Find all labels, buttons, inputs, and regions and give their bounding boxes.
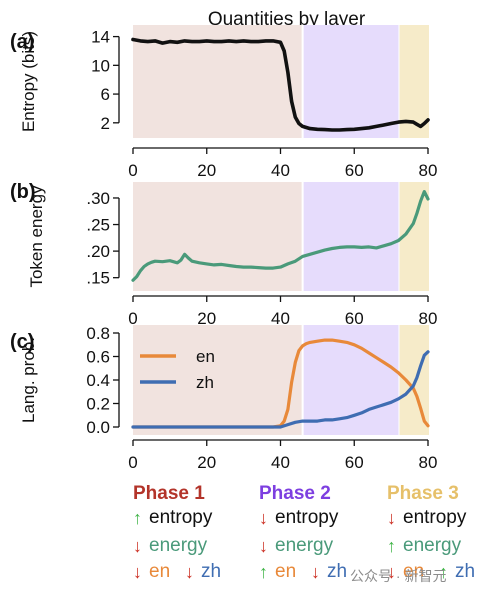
down-arrow-icon: ↓ [185,562,194,582]
x-tick-label: 0 [128,453,137,472]
y-axis-title: Token energy [27,185,46,288]
down-arrow-icon: ↓ [387,562,396,582]
series-line [131,37,430,132]
y-tick-label: 6 [101,85,110,104]
legend-label-zh: zh [196,373,214,392]
up-arrow-icon: ↑ [439,562,448,582]
series-line-zh [131,350,430,429]
x-tick-label: 80 [419,161,438,180]
phase-effect-label: en [149,561,171,582]
y-tick-label: .20 [86,242,110,261]
down-arrow-icon: ↓ [259,508,268,528]
y-tick-label: 14 [91,28,110,47]
down-arrow-icon: ↓ [133,536,142,556]
x-tick-label: 40 [271,453,290,472]
phase-effect-label: entropy [149,507,213,528]
y-tick-label: 0.2 [86,395,110,414]
chart-title: Quantities by layer [208,9,366,30]
phase-band-1 [133,182,302,291]
x-tick-label: 20 [197,161,216,180]
legend-label-en: en [196,347,215,366]
y-tick-label: 2 [101,114,110,133]
y-tick-label: 0.8 [86,324,110,343]
x-tick-label: 40 [271,309,290,328]
phase-title-3: Phase 3 [387,483,459,504]
x-tick-label: 40 [271,161,290,180]
phase-band-1 [133,325,302,435]
series-line [131,190,430,282]
panel-label: (c) [10,331,34,353]
phase-effect-label: energy [403,535,462,556]
phase-effect-label: energy [149,535,208,556]
up-arrow-icon: ↑ [387,536,396,556]
panel-2: (c) 0.0 0.2 0.4 0.6 0.8 Lang. prob. 0 20 40 60 80 en… [10,324,437,472]
down-arrow-icon: ↓ [133,562,142,582]
x-tick-label: 60 [345,309,364,328]
phase-effect-label: entropy [403,507,467,528]
down-arrow-icon: ↓ [311,562,320,582]
y-tick-label: .15 [86,269,110,288]
x-tick-label: 20 [197,309,216,328]
x-tick-label: 20 [197,453,216,472]
x-tick-label: 0 [128,309,137,328]
panel-1: (b) .15 .20 .25 .30 Token energy 0 20 40 60 80 [10,181,437,328]
phase-effect-label: zh [327,561,348,582]
panel-label: (b) [10,181,36,203]
y-tick-label: 0.6 [86,348,110,367]
phase-band-3 [399,25,429,138]
up-arrow-icon: ↑ [259,562,268,582]
x-tick-label: 80 [419,453,438,472]
x-tick-label: 60 [345,161,364,180]
y-tick-label: .30 [86,189,110,208]
x-tick-label: 80 [419,309,438,328]
phase-title-2: Phase 2 [259,483,331,504]
panel-label: (a) [10,31,34,53]
phase-effect-label: energy [275,535,334,556]
y-axis-title: Lang. prob. [19,337,38,423]
phase-effect-label: zh [455,561,476,582]
phase-effect-label: en [275,561,297,582]
phase-band-2 [303,25,399,138]
down-arrow-icon: ↓ [259,536,268,556]
phase-effect-label: entropy [275,507,339,528]
y-axis-title: Entropy (bits) [19,31,38,132]
series-line-en [131,338,430,429]
figure-canvas: Quantities by layer (a) 2 6 10 14 Entropy (bit… [10,9,437,472]
up-arrow-icon: ↑ [133,508,142,528]
phase-effect-label: en [403,561,425,582]
x-tick-label: 0 [128,161,137,180]
phase-effect-label: zh [201,561,222,582]
y-tick-label: 0.4 [86,371,110,390]
y-tick-label: 10 [91,56,110,75]
down-arrow-icon: ↓ [387,508,396,528]
phase-title-1: Phase 1 [133,483,205,504]
phase-band-2 [303,182,399,291]
panel-0: (a) 2 6 10 14 Entropy (bits) 0 20 40 60 80 [10,25,437,180]
watermark: 公众号 · 新智元 [350,568,447,584]
x-tick-label: 60 [345,453,364,472]
y-tick-label: .25 [86,216,110,235]
y-tick-label: 0.0 [86,418,110,437]
